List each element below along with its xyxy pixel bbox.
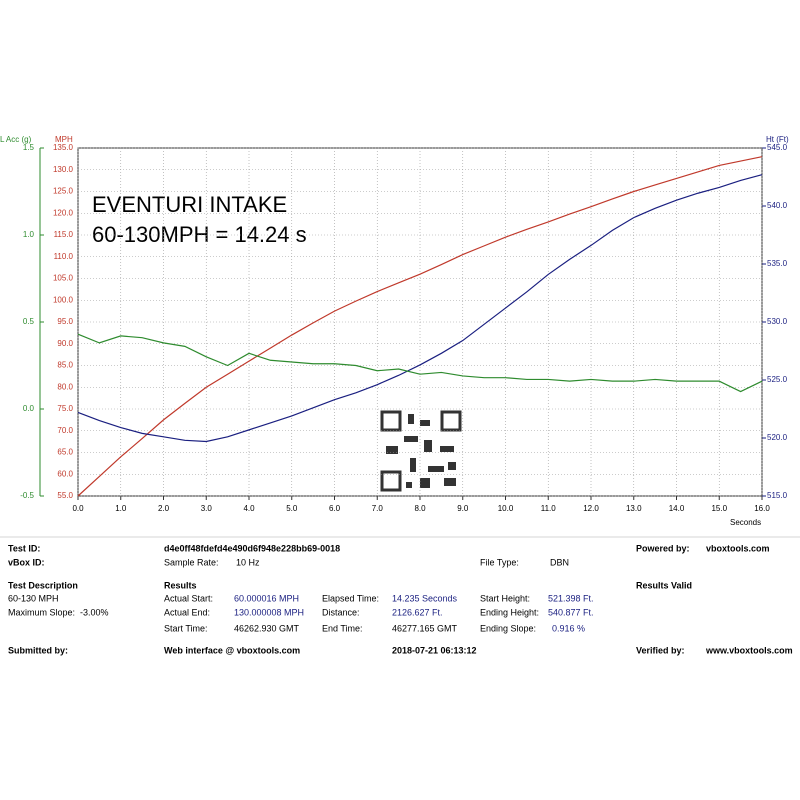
y2-tick-label: 540.0: [767, 201, 788, 210]
label: Actual End:: [164, 607, 210, 617]
x-tick-label: 7.0: [372, 504, 384, 513]
x-tick-label: 5.0: [286, 504, 298, 513]
x-tick-label: 8.0: [414, 504, 426, 513]
value: DBN: [550, 557, 569, 567]
y-tick-label: 85.0: [57, 361, 73, 370]
x-axis-label: Seconds: [730, 518, 761, 527]
y-tick-label: 120.0: [53, 208, 74, 217]
x-tick-label: 9.0: [457, 504, 469, 513]
y3-tick-label: 1.5: [23, 143, 35, 152]
value: vboxtools.com: [706, 543, 770, 553]
value: 0.916 %: [552, 623, 585, 633]
y3-tick-label: 0.0: [23, 404, 35, 413]
label: Sample Rate:: [164, 557, 219, 567]
x-tick-label: 0.0: [72, 504, 84, 513]
y-tick-label: 115.0: [54, 230, 74, 239]
value: d4e0ff48fdefd4e490d6f948e228bb69-0018: [164, 543, 340, 553]
label: Start Time:: [164, 623, 208, 633]
annotation: 60-130MPH = 14.24 s: [92, 222, 307, 247]
y2-axis-label: Ht (Ft): [766, 135, 789, 144]
x-tick-label: 16.0: [754, 504, 770, 513]
x-tick-label: 11.0: [541, 504, 557, 513]
x-tick-label: 3.0: [201, 504, 213, 513]
y-tick-label: 90.0: [57, 339, 73, 348]
y-axis-label: MPH: [55, 135, 73, 144]
y-tick-label: 105.0: [53, 274, 74, 283]
label: Maximum Slope:: [8, 607, 75, 617]
y2-tick-label: 520.0: [767, 433, 788, 442]
value: 130.000008 MPH: [234, 607, 304, 617]
qr-code: [380, 410, 462, 492]
heading: Results: [164, 580, 197, 590]
y2-tick-label: 530.0: [767, 317, 788, 326]
label: Start Height:: [480, 593, 530, 603]
label: Elapsed Time:: [322, 593, 379, 603]
y3-axis-label: L Acc (g): [0, 135, 32, 144]
label: File Type:: [480, 557, 519, 567]
label: Submitted by:: [8, 645, 68, 655]
y-tick-label: 70.0: [57, 426, 73, 435]
value: 46277.165 GMT: [392, 623, 458, 633]
y2-tick-label: 545.0: [767, 143, 788, 152]
label: Actual Start:: [164, 593, 213, 603]
value: 521.398 Ft.: [548, 593, 594, 603]
heading: Test Description: [8, 580, 78, 590]
y-tick-label: 55.0: [57, 491, 73, 500]
y2-tick-label: 525.0: [767, 375, 788, 384]
x-tick-label: 15.0: [711, 504, 727, 513]
y-tick-label: 100.0: [53, 295, 74, 304]
label: Ending Height:: [480, 607, 539, 617]
y2-tick-label: 515.0: [767, 491, 788, 500]
y3-tick-label: -0.5: [20, 491, 34, 500]
value: -3.00%: [80, 607, 109, 617]
value: 540.877 Ft.: [548, 607, 594, 617]
series-line: [77, 174, 763, 443]
value: 2018-07-21 06:13:12: [392, 645, 477, 655]
x-tick-label: 12.0: [583, 504, 599, 513]
series-line: [77, 333, 763, 393]
heading: Results Valid: [636, 580, 692, 590]
x-tick-label: 4.0: [243, 504, 255, 513]
x-tick-label: 2.0: [158, 504, 170, 513]
label: Verified by:: [636, 645, 685, 655]
report: Test ID: d4e0ff48fdefd4e490d6f948e228bb6…: [8, 543, 793, 655]
y2-tick-label: 535.0: [767, 259, 788, 268]
value: 60-130 MPH: [8, 593, 59, 603]
y-tick-label: 65.0: [57, 448, 73, 457]
annotation: EVENTURI INTAKE: [92, 192, 287, 217]
value: Web interface @ vboxtools.com: [164, 645, 300, 655]
label: Test ID:: [8, 543, 40, 553]
x-tick-label: 10.0: [498, 504, 514, 513]
label: Distance:: [322, 607, 360, 617]
y-tick-label: 80.0: [57, 382, 73, 391]
value: www.vboxtools.com: [705, 645, 793, 655]
x-tick-label: 13.0: [626, 504, 642, 513]
y-tick-label: 60.0: [57, 469, 73, 478]
y3-tick-label: 0.5: [23, 317, 35, 326]
x-tick-label: 1.0: [115, 504, 127, 513]
value: 60.000016 MPH: [234, 593, 299, 603]
x-tick-label: 6.0: [329, 504, 341, 513]
value: 10 Hz: [236, 557, 260, 567]
value: 14.235 Seconds: [392, 593, 458, 603]
value: 2126.627 Ft.: [392, 607, 443, 617]
y-tick-label: 135.0: [53, 143, 74, 152]
y-tick-label: 110.0: [54, 252, 74, 261]
y-tick-label: 125.0: [53, 187, 74, 196]
y-tick-label: 130.0: [53, 165, 74, 174]
series-line: [77, 156, 763, 497]
value: 46262.930 GMT: [234, 623, 300, 633]
y-tick-label: 75.0: [57, 404, 73, 413]
label: End Time:: [322, 623, 363, 633]
y3-tick-label: 1.0: [23, 230, 35, 239]
label: vBox ID:: [8, 557, 45, 567]
x-tick-label: 14.0: [669, 504, 685, 513]
label: Ending Slope:: [480, 623, 536, 633]
y-tick-label: 95.0: [57, 317, 73, 326]
label: Powered by:: [636, 543, 690, 553]
